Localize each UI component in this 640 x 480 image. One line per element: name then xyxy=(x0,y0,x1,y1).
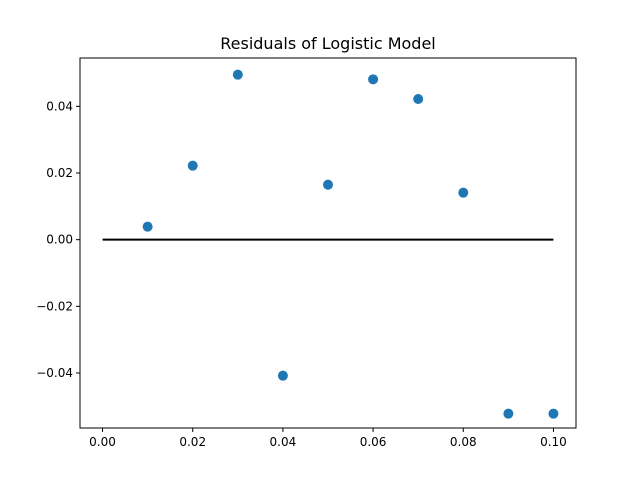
y-tick-label: 0.00 xyxy=(46,233,73,247)
residual-point xyxy=(142,221,153,232)
y-tick-label: −0.04 xyxy=(36,366,73,380)
x-tick-label: 0.10 xyxy=(540,435,567,449)
x-tick-label: 0.02 xyxy=(179,435,206,449)
x-tick-label: 0.08 xyxy=(450,435,477,449)
residual-point xyxy=(277,370,288,381)
chart-title: Residuals of Logistic Model xyxy=(220,34,436,53)
residual-point xyxy=(187,160,198,171)
residual-point xyxy=(232,69,243,80)
residual-point xyxy=(548,408,559,419)
residual-point xyxy=(503,408,514,419)
series-layer xyxy=(102,69,559,419)
y-tick-label: −0.02 xyxy=(36,299,73,313)
y-tick-label: 0.04 xyxy=(46,99,73,113)
plot-area xyxy=(79,57,577,429)
x-tick-label: 0.00 xyxy=(89,435,116,449)
residual-point xyxy=(323,179,333,190)
x-axis: 0.00 0.02 0.04 0.06 0.08 0.10 xyxy=(89,428,567,449)
y-tick-label: 0.02 xyxy=(46,166,73,180)
residual-point xyxy=(413,94,424,104)
residual-point xyxy=(458,187,469,198)
x-tick-label: 0.04 xyxy=(270,435,297,449)
residual-point xyxy=(368,74,379,85)
x-tick-label: 0.06 xyxy=(360,435,387,449)
y-axis: −0.04 −0.02 0.00 0.02 0.04 xyxy=(36,99,80,380)
